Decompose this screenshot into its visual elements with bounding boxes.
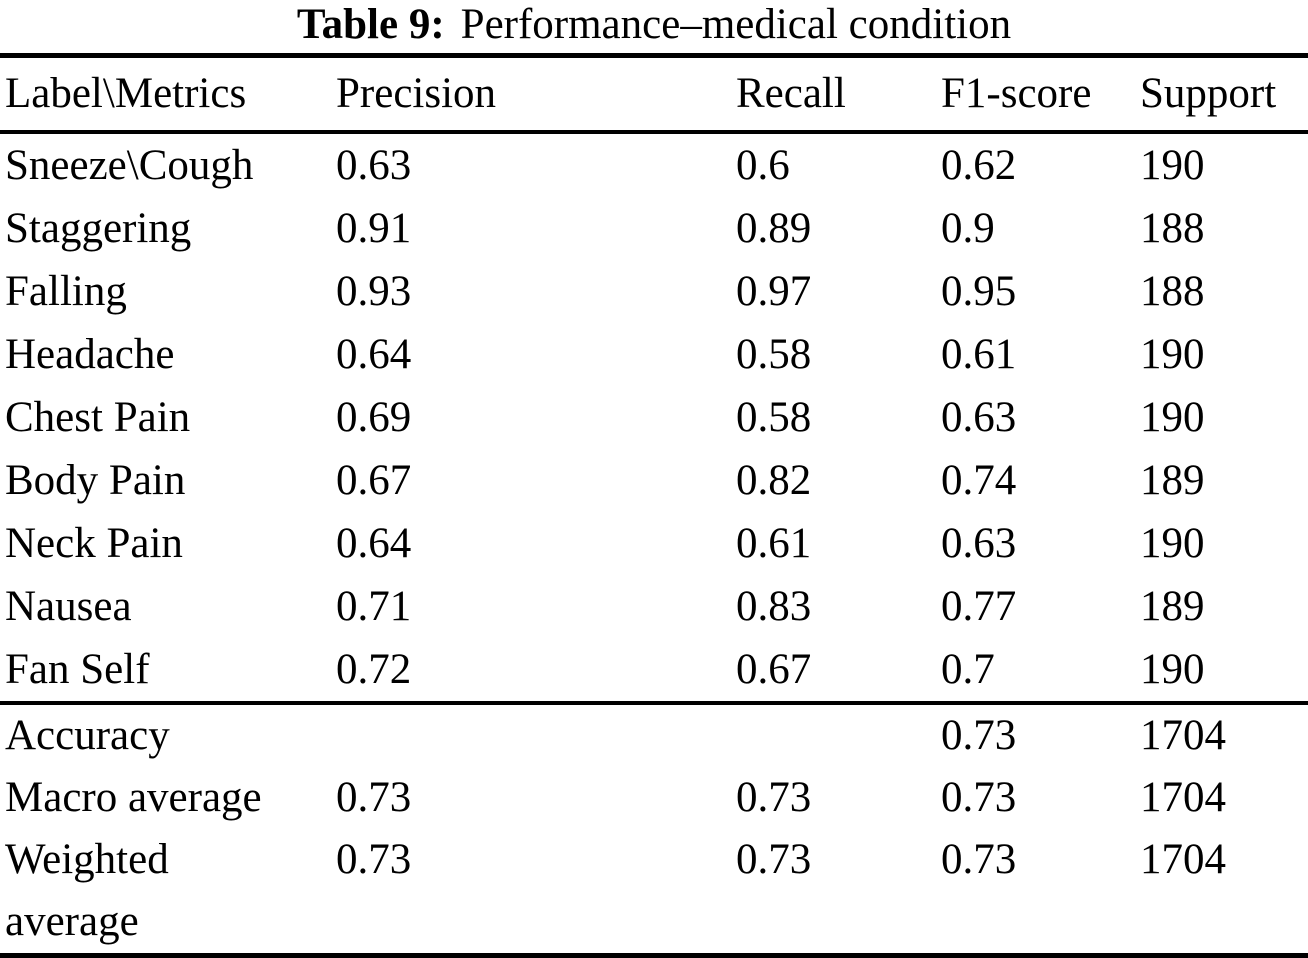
cell-recall: 0.73	[736, 774, 812, 821]
table-row: Falling 0.93 0.97 0.95 188	[0, 260, 1308, 323]
cell-support: 189	[1140, 457, 1205, 504]
cell-support: 190	[1140, 142, 1205, 189]
col-header-support: Support	[1140, 70, 1277, 117]
cell-f1: 0.63	[941, 520, 1017, 567]
cell-f1: 0.73	[941, 774, 1017, 821]
table-title: Performance–medical condition	[460, 1, 1012, 48]
cell-precision	[336, 703, 736, 767]
cell-recall: 0.97	[736, 268, 812, 315]
cell-precision: 0.73	[336, 836, 412, 883]
cell-recall: 0.6	[736, 142, 790, 189]
cell-recall: 0.89	[736, 205, 812, 252]
performance-table: Label\Metrics Precision Recall F1-score …	[0, 53, 1308, 958]
cell-support: 1704	[1140, 712, 1226, 759]
cell-label: Body Pain	[5, 457, 186, 504]
cell-support: 188	[1140, 205, 1205, 252]
cell-recall: 0.83	[736, 583, 812, 630]
cell-support: 190	[1140, 394, 1205, 441]
cell-label: Sneeze\Cough	[5, 142, 254, 189]
table-row: Fan Self 0.72 0.67 0.7 190	[0, 638, 1308, 703]
table-row: Neck Pain 0.64 0.61 0.63 190	[0, 512, 1308, 575]
cell-precision: 0.64	[336, 331, 412, 378]
table-summary: Accuracy 0.73 1704 Macro average 0.73 0.…	[0, 703, 1308, 956]
cell-label: Nausea	[5, 583, 132, 630]
cell-recall: 0.73	[736, 836, 812, 883]
cell-label: Weighted average	[5, 836, 169, 945]
table-body: Sneeze\Cough 0.63 0.6 0.62 190 Staggerin…	[0, 132, 1308, 703]
cell-f1: 0.61	[941, 331, 1017, 378]
cell-support: 1704	[1140, 836, 1226, 883]
cell-precision: 0.69	[336, 394, 412, 441]
cell-f1: 0.73	[941, 836, 1017, 883]
table-row: Body Pain 0.67 0.82 0.74 189	[0, 449, 1308, 512]
cell-recall: 0.61	[736, 520, 812, 567]
cell-precision: 0.73	[336, 774, 412, 821]
cell-f1: 0.62	[941, 142, 1017, 189]
cell-label: Macro average	[5, 774, 262, 821]
cell-recall: 0.58	[736, 394, 812, 441]
summary-row-accuracy: Accuracy 0.73 1704	[0, 703, 1308, 767]
cell-recall	[736, 703, 941, 767]
cell-support: 189	[1140, 583, 1205, 630]
cell-precision: 0.72	[336, 646, 412, 693]
cell-f1: 0.7	[941, 646, 995, 693]
cell-precision: 0.64	[336, 520, 412, 567]
header-row: Label\Metrics Precision Recall F1-score …	[0, 56, 1308, 132]
cell-label: Headache	[5, 331, 175, 378]
cell-support: 188	[1140, 268, 1205, 315]
cell-f1: 0.63	[941, 394, 1017, 441]
col-header-f1: F1-score	[941, 70, 1092, 117]
table-header: Label\Metrics Precision Recall F1-score …	[0, 56, 1308, 132]
cell-support: 190	[1140, 520, 1205, 567]
table-row: Staggering 0.91 0.89 0.9 188	[0, 197, 1308, 260]
cell-f1: 0.9	[941, 205, 995, 252]
table-number: Table 9:	[296, 1, 445, 48]
col-header-precision: Precision	[336, 70, 497, 117]
cell-precision: 0.91	[336, 205, 412, 252]
cell-precision: 0.63	[336, 142, 412, 189]
cell-f1: 0.73	[941, 712, 1017, 759]
table-row: Chest Pain 0.69 0.58 0.63 190	[0, 386, 1308, 449]
cell-label: Neck Pain	[5, 520, 183, 567]
cell-support: 1704	[1140, 774, 1226, 821]
cell-recall: 0.67	[736, 646, 812, 693]
col-header-recall: Recall	[736, 70, 846, 117]
cell-label: Accuracy	[5, 712, 170, 759]
cell-recall: 0.82	[736, 457, 812, 504]
cell-label: Falling	[5, 268, 127, 315]
cell-label: Staggering	[5, 205, 192, 252]
cell-f1: 0.74	[941, 457, 1017, 504]
summary-row-weighted-average: Weighted average 0.73 0.73 0.73 1704	[0, 829, 1308, 956]
table-row: Sneeze\Cough 0.63 0.6 0.62 190	[0, 132, 1308, 197]
col-header-label: Label\Metrics	[5, 70, 247, 117]
cell-precision: 0.67	[336, 457, 412, 504]
cell-precision: 0.93	[336, 268, 412, 315]
summary-row-macro-average: Macro average 0.73 0.73 0.73 1704	[0, 767, 1308, 829]
table-row: Nausea 0.71 0.83 0.77 189	[0, 575, 1308, 638]
cell-precision: 0.71	[336, 583, 412, 630]
cell-f1: 0.77	[941, 583, 1017, 630]
cell-support: 190	[1140, 646, 1205, 693]
cell-label: Chest Pain	[5, 394, 191, 441]
cell-support: 190	[1140, 331, 1205, 378]
cell-f1: 0.95	[941, 268, 1017, 315]
table-row: Headache 0.64 0.58 0.61 190	[0, 323, 1308, 386]
cell-recall: 0.58	[736, 331, 812, 378]
cell-label: Fan Self	[5, 646, 150, 693]
table-caption: Table 9: Performance–medical condition	[0, 0, 1308, 53]
